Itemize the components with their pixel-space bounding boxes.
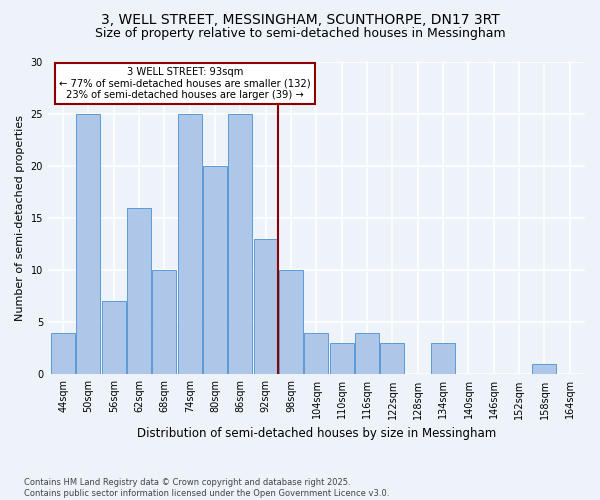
Bar xyxy=(229,114,253,374)
Bar xyxy=(51,332,75,374)
Text: 3, WELL STREET, MESSINGHAM, SCUNTHORPE, DN17 3RT: 3, WELL STREET, MESSINGHAM, SCUNTHORPE, … xyxy=(101,12,499,26)
Bar xyxy=(203,166,227,374)
Bar xyxy=(102,302,126,374)
Bar xyxy=(355,332,379,374)
Bar xyxy=(431,343,455,374)
Bar xyxy=(532,364,556,374)
Bar xyxy=(254,239,278,374)
Bar xyxy=(380,343,404,374)
Text: Size of property relative to semi-detached houses in Messingham: Size of property relative to semi-detach… xyxy=(95,28,505,40)
Bar xyxy=(178,114,202,374)
Bar xyxy=(279,270,303,374)
Bar xyxy=(330,343,354,374)
Bar xyxy=(127,208,151,374)
Bar xyxy=(304,332,328,374)
Bar xyxy=(152,270,176,374)
Text: Contains HM Land Registry data © Crown copyright and database right 2025.
Contai: Contains HM Land Registry data © Crown c… xyxy=(24,478,389,498)
X-axis label: Distribution of semi-detached houses by size in Messingham: Distribution of semi-detached houses by … xyxy=(137,427,496,440)
Text: 3 WELL STREET: 93sqm
← 77% of semi-detached houses are smaller (132)
23% of semi: 3 WELL STREET: 93sqm ← 77% of semi-detac… xyxy=(59,66,311,100)
Y-axis label: Number of semi-detached properties: Number of semi-detached properties xyxy=(15,115,25,321)
Bar xyxy=(76,114,100,374)
